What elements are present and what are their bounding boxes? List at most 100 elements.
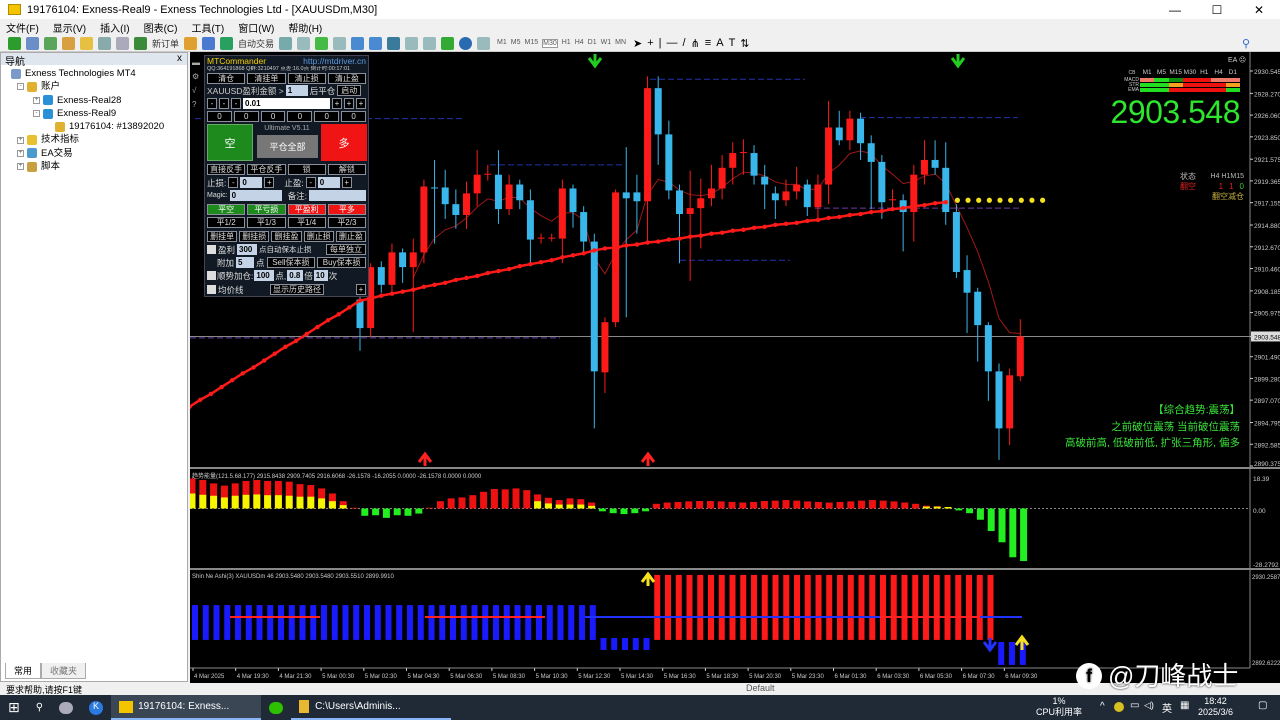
fibonacci-icon[interactable]: ⋔ [690, 37, 700, 50]
pyramid-times-input[interactable]: 10 [313, 270, 328, 281]
menu-item[interactable]: 文件(F) [6, 23, 39, 35]
settings-icon[interactable]: ⚙ [192, 72, 200, 81]
tray-app-icon[interactable] [1114, 702, 1124, 712]
commander-button[interactable]: 平仓反手 [247, 164, 286, 175]
profiles-icon[interactable] [26, 36, 39, 50]
search-icon[interactable]: ⚲ [35, 702, 44, 713]
timeframe-m1-button[interactable]: M1 [497, 38, 507, 46]
commander-button[interactable]: 清挂单 [247, 73, 286, 84]
commander-button[interactable]: 平1/3 [247, 217, 286, 228]
chart-window[interactable]: 2930.545 2928.270 2926.060 2923.850 2921.575… [190, 52, 1280, 683]
app-icon[interactable] [51, 695, 81, 720]
commander-button[interactable]: 直接反手 [207, 164, 246, 175]
tray-chevron-icon[interactable]: ^ [1100, 701, 1105, 712]
channel-icon[interactable]: ≡ [704, 37, 712, 49]
periods-clock-icon[interactable] [459, 36, 473, 50]
commander-button[interactable]: 平多 [327, 204, 366, 215]
sl-minus-button[interactable]: - [228, 177, 239, 188]
menu-item[interactable]: 工具(T) [191, 23, 225, 35]
stop-loss-input[interactable]: 0 [240, 177, 263, 188]
commander-button[interactable]: 平1/4 [287, 217, 326, 228]
auto-trading-button[interactable]: 自动交易 [238, 38, 275, 49]
chart-canvas[interactable]: 2930.545 2928.270 2926.060 2923.850 2921.575… [190, 52, 1280, 683]
k-app-icon[interactable]: K [81, 695, 111, 720]
chart-shift-icon[interactable] [405, 36, 419, 50]
nav-tree-item[interactable]: - 账户 [11, 80, 187, 93]
windows-start-icon[interactable]: ⊞ [8, 699, 20, 715]
zoom-out-icon[interactable] [369, 36, 383, 50]
sell-button[interactable]: 空 [207, 124, 253, 161]
commander-button[interactable]: 平空 [207, 204, 246, 215]
clock[interactable]: 18:42 2025/3/6 [1198, 696, 1233, 718]
tab-common[interactable]: 常用 [5, 663, 42, 679]
nav-tree-item[interactable]: Exness Technologies MT4 [11, 67, 187, 80]
commander-button[interactable]: 解锁 [327, 164, 366, 175]
commander-button[interactable]: 删挂单 [207, 231, 238, 242]
market-watch-icon[interactable] [44, 36, 57, 50]
commander-button[interactable]: 平2/3 [327, 217, 366, 228]
lot-plus-button[interactable]: + [332, 98, 342, 109]
new-order-button[interactable]: 新订单 [152, 38, 180, 49]
commander-url-link[interactable]: http://mtdriver.cn [303, 56, 366, 66]
take-profit-input[interactable]: 0 [317, 177, 340, 188]
lot-minus-button[interactable]: - [231, 98, 241, 109]
zoom-in-icon[interactable] [351, 36, 365, 50]
show-history-button[interactable]: 显示历史路径 [270, 284, 324, 295]
globe-icon[interactable] [279, 36, 293, 50]
pyramid-points-input[interactable]: 100 [254, 270, 275, 281]
timeframe-d1-button[interactable]: D1 [587, 38, 597, 46]
commander-button[interactable]: 删挂损 [239, 231, 270, 242]
tile-windows-icon[interactable] [387, 36, 401, 50]
commander-button[interactable]: 清止盈 [327, 73, 366, 84]
expand-toggle-icon[interactable]: + [33, 96, 40, 104]
text-tool[interactable]: A [716, 37, 724, 49]
nav-tree-item[interactable]: + Exness-Real28 [11, 94, 187, 107]
commander-button[interactable]: 清仓 [207, 73, 246, 84]
buy-button[interactable]: 多 [321, 124, 367, 161]
menu-item[interactable]: 显示(V) [52, 23, 87, 35]
close-all-button[interactable]: 平仓全部 [257, 135, 318, 158]
lot-minus-button[interactable]: - [207, 98, 217, 109]
sl-plus-button[interactable]: + [264, 177, 275, 188]
timeframe-w1-button[interactable]: W1 [600, 38, 612, 46]
arrows-icon[interactable]: ⇅ [740, 37, 750, 50]
extra-points-input[interactable]: 5 [236, 257, 255, 268]
breakeven-checkbox[interactable] [207, 245, 216, 254]
menu-item[interactable]: 帮助(H) [288, 23, 323, 35]
buy-breakeven-button[interactable]: Buy保本损 [317, 257, 366, 268]
taskbar-explorer-button[interactable]: C:\Users\Adminis... [291, 695, 452, 720]
bar-chart-icon[interactable] [297, 36, 311, 50]
offset-input[interactable]: 0 [260, 111, 286, 122]
tp-plus-button[interactable]: + [341, 177, 352, 188]
menu-item[interactable]: 插入(I) [100, 23, 130, 35]
new-chart-icon[interactable] [8, 36, 21, 50]
ime-grid-icon[interactable]: ▦ [1180, 700, 1190, 711]
offset-input[interactable]: 0 [207, 111, 232, 122]
magic-input[interactable]: 0 [229, 190, 282, 201]
commander-button[interactable]: 删挂盈 [271, 231, 302, 242]
nav-tree-item[interactable]: - Exness-Real9 [11, 107, 187, 120]
timeframe-mn-button[interactable]: MN [615, 38, 626, 46]
tab-favorites[interactable]: 收藏夹 [41, 663, 87, 679]
ime-indicator[interactable]: 英 [1162, 704, 1172, 715]
nav-tree-item[interactable]: 19176104: #13892020 [11, 120, 187, 133]
metaeditor-icon[interactable] [184, 36, 198, 50]
lot-minus-button[interactable]: - [219, 98, 229, 109]
expand-toggle-icon[interactable]: + [17, 163, 24, 171]
timeframe-h4-button[interactable]: H4 [574, 38, 584, 46]
notification-icon[interactable]: ▢ [1258, 700, 1268, 711]
expand-toggle-icon[interactable]: - [17, 83, 24, 91]
help-icon[interactable]: ? [192, 100, 197, 109]
lot-size-input[interactable]: 0.01 [243, 98, 330, 109]
commander-button[interactable]: 锁 [287, 164, 326, 175]
minimize-button[interactable]: — [1169, 2, 1181, 17]
nav-tree-item[interactable]: + 技术指标 [11, 133, 187, 146]
commander-button[interactable]: 清止损 [287, 73, 326, 84]
volume-icon[interactable]: ◁) [1144, 700, 1154, 710]
offset-input[interactable]: 0 [233, 111, 259, 122]
profit-target-input[interactable]: 1 [285, 85, 308, 96]
commander-button[interactable]: 平盈利 [287, 204, 326, 215]
pyramid-checkbox[interactable] [207, 271, 216, 280]
timeframe-m15-button[interactable]: M15 [524, 38, 539, 46]
breakeven-mode-select[interactable]: 每单独立 [326, 244, 366, 255]
